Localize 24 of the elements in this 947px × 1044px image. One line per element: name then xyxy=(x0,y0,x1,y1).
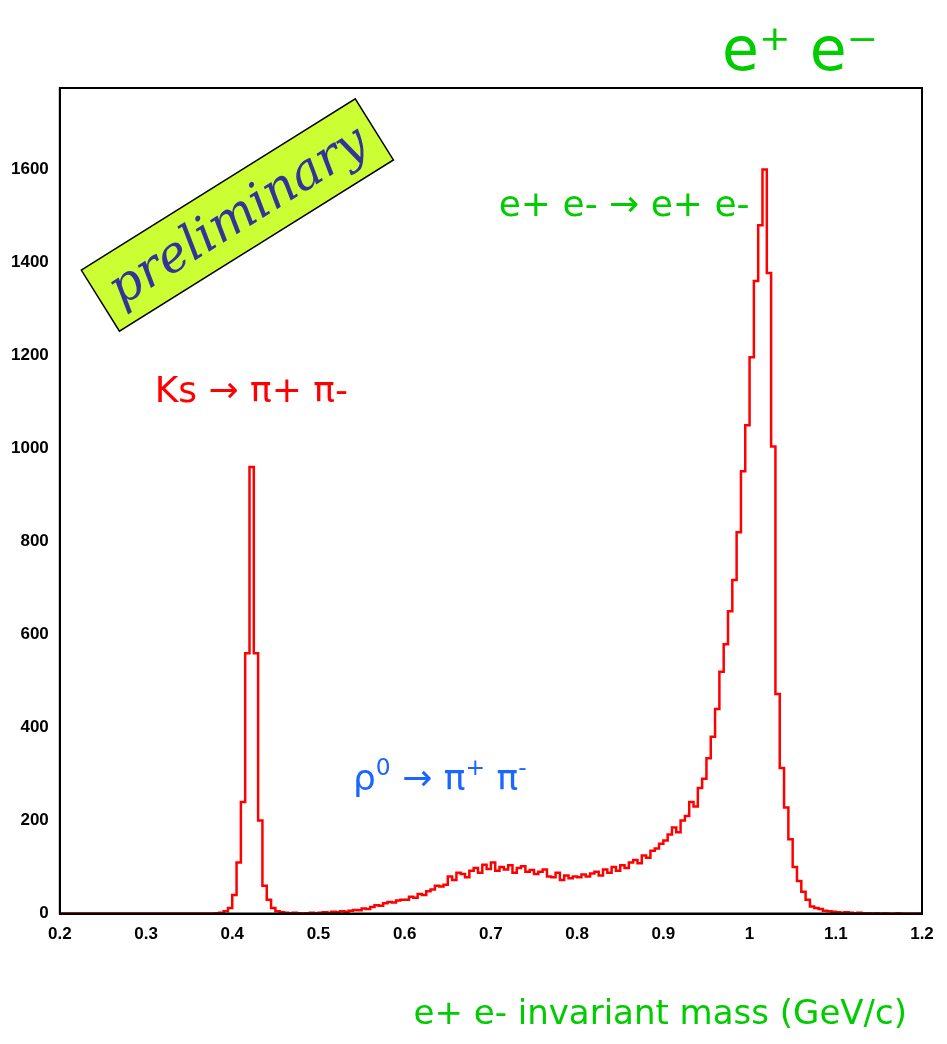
y-tick-label: 1200 xyxy=(10,345,49,365)
y-tick-label: 1600 xyxy=(10,159,49,179)
x-tick-label: 0.4 xyxy=(220,924,245,944)
x-tick-label: 1 xyxy=(744,924,755,944)
x-tick-label: 1.1 xyxy=(823,924,848,944)
y-tick-label: 800 xyxy=(20,531,49,551)
x-tick-label: 0.6 xyxy=(392,924,417,944)
x-axis-title: e+ e- invariant mass (GeV/c) xyxy=(413,991,907,1032)
y-tick-label: 1400 xyxy=(10,252,49,272)
y-tick-label: 600 xyxy=(20,624,49,644)
annotation: Ks → π+ π- xyxy=(154,368,349,410)
x-tick-label: 0.9 xyxy=(651,924,676,944)
x-tick-label: 0.5 xyxy=(306,924,331,944)
x-tick-label: 0.7 xyxy=(479,924,503,944)
x-tick-label: 0.8 xyxy=(565,924,589,944)
y-tick-label: 0 xyxy=(39,903,49,923)
y-tick-label: 200 xyxy=(20,810,49,830)
x-tick-label: 0.3 xyxy=(134,924,158,944)
x-tick-label: 1.2 xyxy=(910,924,934,944)
annotation: e+ e- → e+ e- xyxy=(498,182,750,224)
y-tick-label: 1000 xyxy=(10,438,49,458)
chart-title: e⁺ e⁻ xyxy=(722,14,879,84)
y-tick-label: 400 xyxy=(20,717,49,737)
x-tick-label: 0.2 xyxy=(48,924,72,944)
